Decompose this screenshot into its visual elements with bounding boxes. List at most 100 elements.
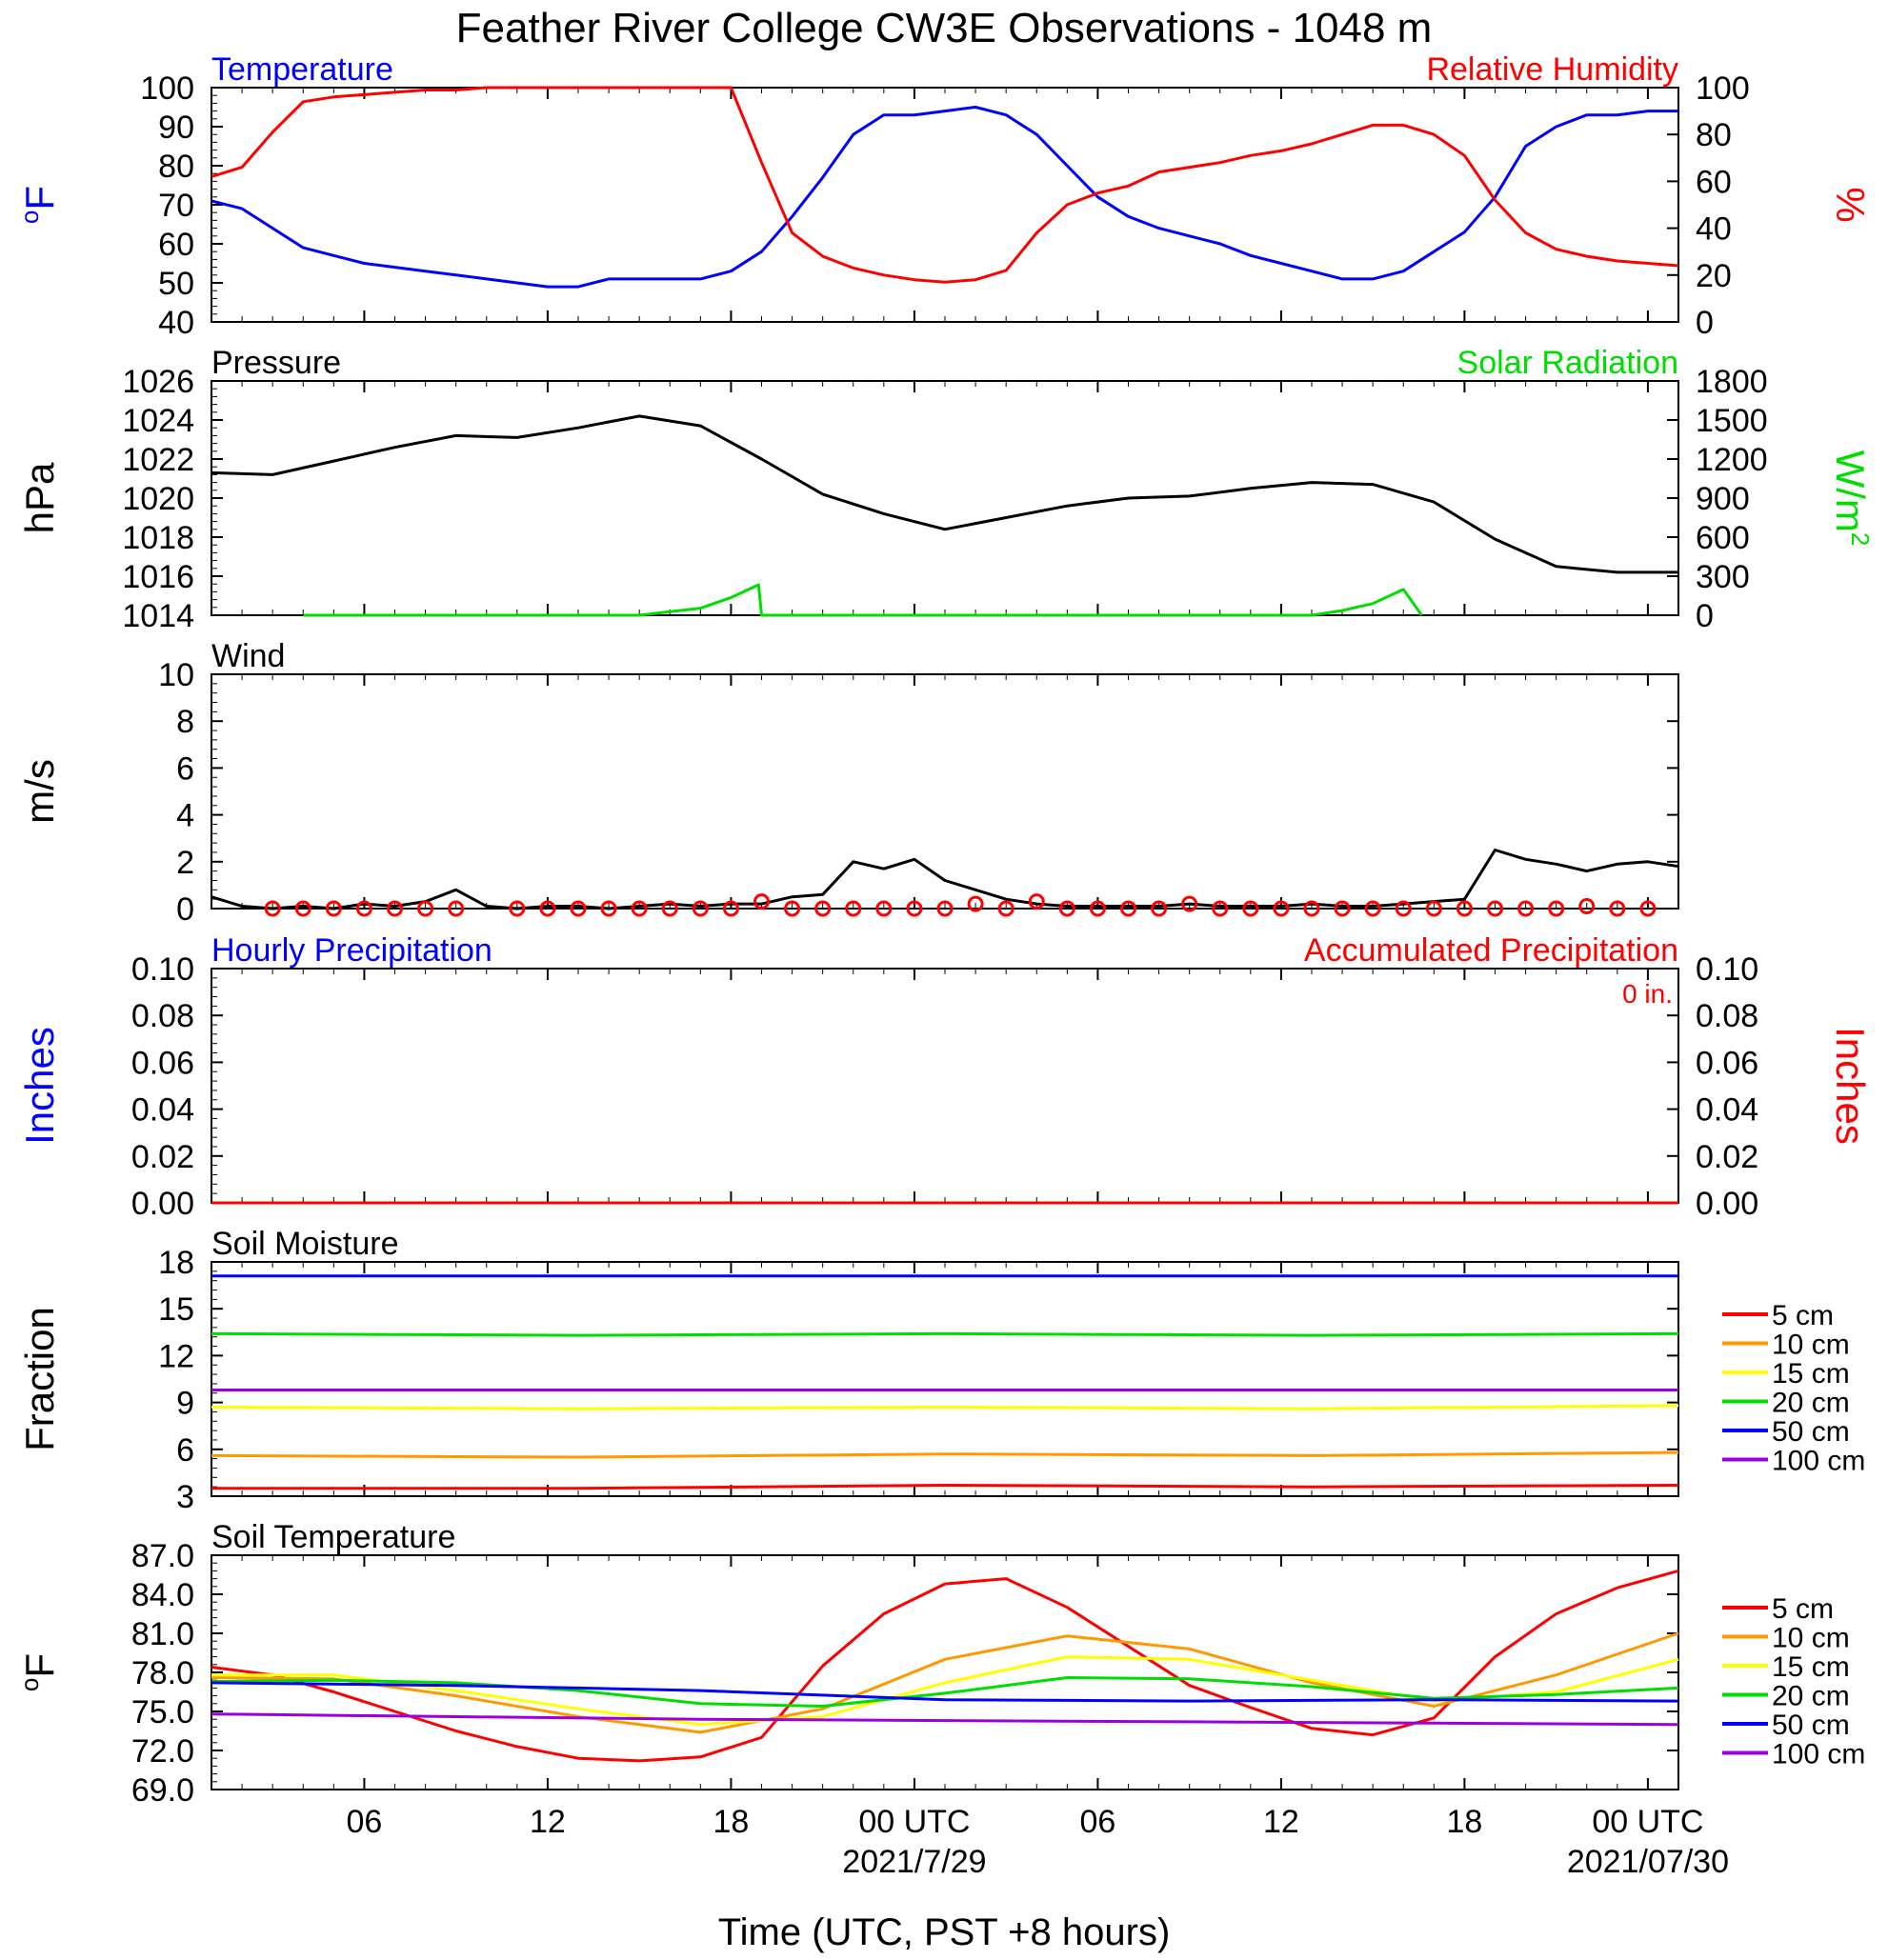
panel-frame — [211, 968, 1679, 1204]
y-tick-label-left: 80 — [158, 149, 194, 185]
wind-direction-marker — [325, 900, 342, 917]
panel-precip: 0.00 0.02 0.04 0.06 0.08 0.10 0.00 0.02 0.04 0.06… — [131, 932, 1758, 1222]
wind-direction-marker — [784, 900, 801, 917]
series-50-cm — [211, 1681, 1679, 1703]
y-tick-label-left: 0.06 — [131, 1045, 194, 1081]
x-tick-label: 06 — [347, 1804, 383, 1840]
wind-direction-marker — [845, 900, 862, 917]
wind-direction-marker — [600, 900, 617, 917]
y-tick-label-right: 0 — [1696, 305, 1714, 341]
series-20-cm — [211, 1331, 1679, 1337]
wind-direction-marker — [1639, 900, 1657, 917]
x-tick-label: 18 — [1447, 1804, 1483, 1840]
panel-title-left: Hourly Precipitation — [211, 932, 492, 969]
wind-direction-marker — [387, 900, 403, 917]
panel-frame — [211, 380, 1679, 616]
y-tick-label-left: 72.0 — [131, 1733, 194, 1770]
series-temperature — [211, 106, 1678, 289]
wind-direction-marker — [570, 900, 587, 917]
y-tick-label-left: 1018 — [122, 520, 194, 556]
panel-frame — [211, 1554, 1679, 1790]
series-wind-speed — [211, 849, 1679, 910]
series-pressure — [211, 414, 1678, 574]
panel-title-right: Relative Humidity — [1426, 51, 1678, 88]
panel-title-right: Solar Radiation — [1457, 345, 1678, 381]
series-15-cm — [211, 1404, 1679, 1410]
y-tick-label-left: 81.0 — [131, 1616, 194, 1652]
panel-frame — [211, 673, 1679, 910]
y-tick-label-right: 0.10 — [1696, 951, 1758, 988]
x-tick-label: 06 — [1080, 1804, 1116, 1840]
y-tick-label-right: 300 — [1696, 559, 1750, 595]
wind-direction-marker — [1120, 900, 1136, 917]
y-tick-label-left: 0.04 — [131, 1092, 194, 1129]
y-axis-title-left: oF — [15, 186, 62, 224]
legend-label: 10 cm — [1772, 1330, 1850, 1361]
wind-direction-marker — [967, 895, 984, 912]
series-15-cm — [211, 1655, 1679, 1727]
x-tick-label: 12 — [530, 1804, 566, 1840]
wind-direction-marker — [1548, 900, 1565, 917]
y-tick-label-right: 0 — [1696, 598, 1714, 634]
x-tick-label: 12 — [1263, 1804, 1299, 1840]
series-relative-humidity — [211, 86, 1679, 284]
legend-label: 50 cm — [1772, 1416, 1850, 1448]
x-tick-label: 00 UTC — [858, 1804, 970, 1840]
y-tick-label-left: 0.08 — [131, 998, 194, 1034]
series-10-cm — [211, 1450, 1679, 1459]
wind-direction-marker — [1151, 900, 1168, 917]
wind-direction-marker — [1578, 898, 1596, 915]
figure-title: Feather River College CW3E Observations … — [456, 5, 1433, 51]
wind-direction-marker — [1028, 893, 1045, 910]
wind-direction-marker — [692, 900, 709, 917]
y-tick-label-right: 80 — [1696, 117, 1732, 153]
legend-label: 100 cm — [1772, 1739, 1865, 1770]
y-axis-title-left: Inches — [17, 1027, 62, 1145]
y-tick-label-left: 2 — [176, 845, 194, 881]
legend-label: 15 cm — [1772, 1651, 1850, 1683]
y-tick-label-right: 20 — [1696, 258, 1732, 294]
y-tick-label-left: 1024 — [122, 403, 194, 439]
y-tick-label-left: 12 — [158, 1338, 194, 1374]
y-tick-label-left: 15 — [158, 1291, 194, 1328]
y-tick-label-left: 87.0 — [131, 1538, 194, 1574]
y-tick-label-right: 0.02 — [1696, 1139, 1758, 1175]
y-axis-title-right: Inches — [1828, 1027, 1873, 1145]
y-tick-label-right: 1800 — [1696, 364, 1768, 400]
wind-direction-marker — [1334, 900, 1351, 917]
wind-direction-marker — [448, 900, 465, 917]
y-tick-label-left: 0 — [176, 891, 194, 928]
series-solar-radiation — [303, 583, 1423, 617]
wind-direction-marker — [1181, 895, 1198, 912]
y-tick-label-left: 70 — [158, 188, 194, 224]
panel-title-left: Pressure — [211, 345, 341, 381]
y-tick-label-left: 3 — [176, 1479, 194, 1515]
y-tick-label-left: 18 — [158, 1245, 194, 1281]
wind-direction-marker — [1242, 900, 1259, 917]
panel-title-left: Wind — [211, 638, 285, 674]
y-axis-title-right: % — [1828, 187, 1873, 222]
y-tick-label-left: 4 — [176, 798, 194, 834]
y-tick-label-left: 69.0 — [131, 1772, 194, 1809]
y-tick-label-right: 0.04 — [1696, 1092, 1758, 1129]
y-tick-label-right: 1500 — [1696, 403, 1768, 439]
wind-direction-marker — [1089, 900, 1106, 917]
wind-direction-marker — [875, 900, 893, 917]
y-tick-label-left: 1026 — [122, 364, 194, 400]
wind-direction-marker — [1212, 900, 1229, 917]
legend-label: 20 cm — [1772, 1388, 1850, 1419]
wind-direction-marker — [539, 900, 556, 917]
y-tick-label-right: 1200 — [1696, 442, 1768, 478]
date-label: 2021/07/30 — [1567, 1844, 1729, 1880]
y-tick-label-left: 1014 — [122, 598, 194, 634]
y-tick-label-right: 0.08 — [1696, 998, 1758, 1034]
wind-direction-marker — [1425, 900, 1442, 917]
panel-wind: 0 2 4 6 8 10 Wind — [158, 638, 1679, 928]
y-axis-title-left: m/s — [17, 759, 62, 824]
wind-direction-marker — [355, 900, 372, 917]
legend-label: 50 cm — [1772, 1710, 1850, 1741]
